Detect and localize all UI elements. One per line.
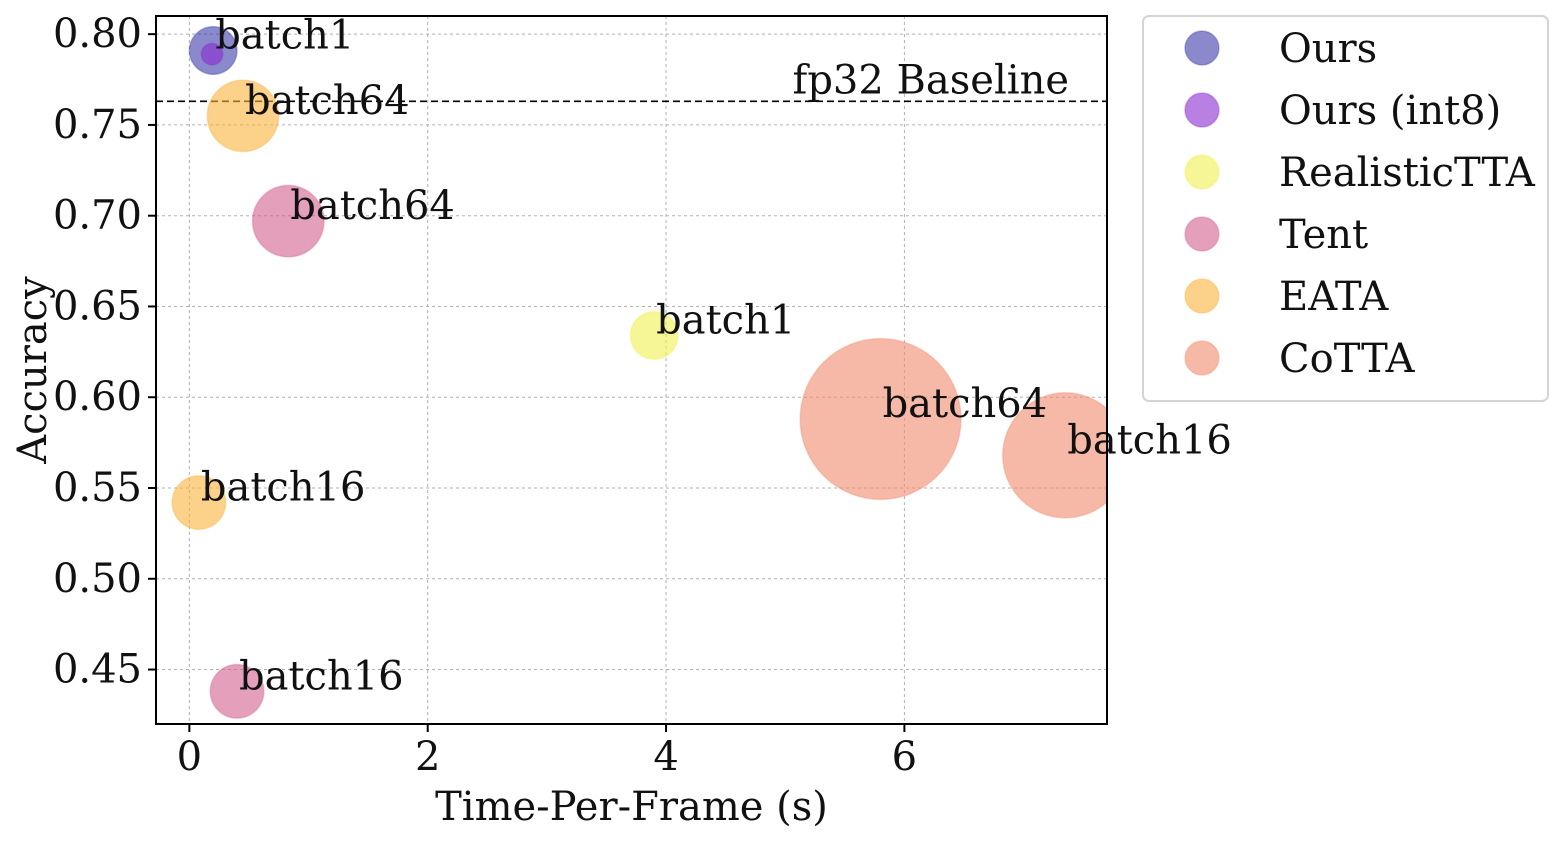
data-point	[209, 663, 265, 719]
y-tick-label: 0.80	[53, 11, 142, 57]
point-label: batch16	[201, 465, 366, 511]
point-labels: batch1 batch1 batch64 batch16 batch64 batch16…	[201, 12, 1232, 699]
data-point	[171, 474, 227, 531]
x-tick-label: 2	[415, 734, 440, 780]
x-tick-label: 0	[177, 734, 202, 780]
legend: Ours Ours (int8) RealisticTTA Tent EATA CoTTA	[1142, 15, 1549, 402]
x-axis-ticks: 0 2 4 6	[177, 724, 917, 780]
point-label: batch16	[1067, 417, 1232, 463]
y-tick-label: 0.50	[53, 556, 142, 602]
legend-entry-label: Ours	[1279, 26, 1377, 72]
legend-marker	[1184, 340, 1220, 376]
data-point	[1001, 392, 1107, 519]
y-axis-ticks: 0.45 0.50 0.55 0.60 0.65 0.70 0.75 0.80	[53, 11, 156, 693]
legend-entry-label: EATA	[1279, 274, 1389, 320]
legend-marker	[1184, 278, 1220, 314]
x-tick-label: 4	[653, 734, 678, 780]
legend-marker	[1184, 154, 1220, 190]
point-label: batch64	[883, 381, 1048, 427]
baseline-group: fp32 Baseline	[156, 57, 1107, 103]
y-tick-label: 0.55	[53, 465, 142, 511]
point-label: batch1	[215, 12, 354, 58]
point-label: batch64	[245, 78, 410, 124]
baseline-label: fp32 Baseline	[793, 57, 1069, 103]
data-points	[171, 25, 1107, 719]
legend-marker	[1184, 92, 1220, 128]
y-tick-label: 0.75	[53, 102, 142, 148]
y-tick-label: 0.70	[53, 193, 142, 239]
y-tick-label: 0.60	[53, 374, 142, 420]
data-point	[629, 310, 679, 361]
data-point	[251, 184, 325, 258]
x-axis-title: Time-Per-Frame (s)	[435, 784, 828, 830]
plot-frame	[155, 15, 1108, 725]
legend-frame	[1142, 15, 1549, 402]
y-axis-title: Accuracy	[10, 276, 56, 465]
legend-entry-label: Tent	[1279, 212, 1368, 258]
legend-entry-label: RealisticTTA	[1279, 150, 1536, 196]
legend-marker	[1184, 216, 1220, 252]
point-label: batch64	[290, 183, 455, 229]
data-point	[206, 79, 280, 153]
x-tick-label: 6	[892, 734, 917, 780]
y-tick-label: 0.45	[53, 647, 142, 693]
data-point	[799, 337, 962, 501]
data-point	[200, 42, 224, 66]
point-label: batch16	[239, 653, 404, 699]
point-label: batch1	[656, 298, 795, 344]
legend-entry-label: CoTTA	[1279, 336, 1416, 382]
legend-marker	[1184, 30, 1220, 66]
legend-entry-label: Ours (int8)	[1279, 88, 1501, 134]
y-tick-label: 0.65	[53, 283, 142, 329]
